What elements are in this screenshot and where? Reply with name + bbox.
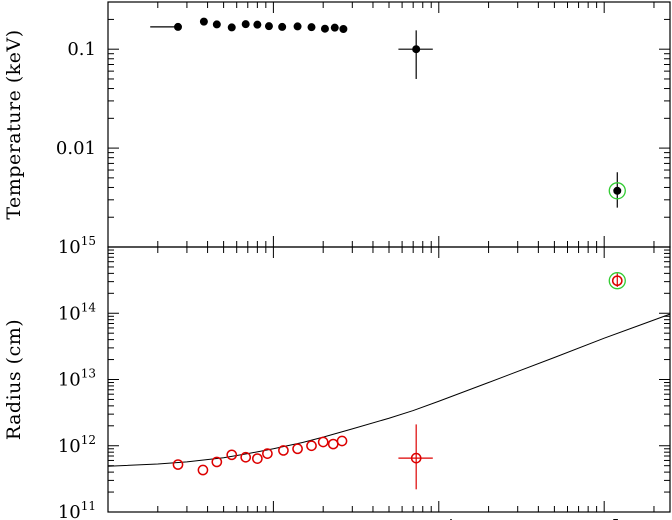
y-tick-label: 1013 (58, 367, 96, 391)
data-point (306, 440, 317, 452)
data-point (226, 449, 238, 461)
data-point (199, 17, 208, 26)
y-tick-label: 0.01 (56, 138, 96, 159)
x-tick-label-exponent: 5 (612, 517, 620, 520)
data-point (320, 24, 329, 33)
data-point (253, 20, 262, 29)
data-point (613, 186, 622, 195)
data-point (212, 20, 221, 29)
data-point (211, 456, 223, 468)
y-tick-label-exponent: 12 (81, 433, 96, 447)
y-tick-label: 0.1 (67, 39, 96, 60)
data-point (278, 445, 289, 456)
y-tick-label-base: 10 (58, 237, 81, 258)
data-point (330, 23, 339, 32)
points-layer (150, 17, 626, 490)
data-point (412, 45, 421, 54)
y-axis-title-top: Temperature (keV) (3, 29, 25, 219)
highlight-ring (608, 182, 626, 200)
data-point (172, 459, 184, 470)
x-tick-label: 105 (589, 517, 620, 520)
y-axis-title-bottom: Radius (cm) (3, 319, 25, 440)
data-point (611, 275, 623, 287)
y-tick-label: 1015 (58, 234, 96, 258)
y-tick-label: 1014 (58, 300, 97, 324)
data-point (174, 22, 183, 31)
data-point (252, 453, 263, 464)
y-tick-label-exponent: 15 (81, 234, 96, 248)
data-point (293, 22, 302, 31)
data-point (317, 436, 329, 448)
data-point (227, 23, 236, 32)
y-tick-label-base: 10 (58, 303, 81, 324)
y-tick-label-base: 10 (58, 502, 81, 520)
y-tick-label-exponent: 14 (81, 300, 97, 314)
data-point (339, 25, 348, 34)
data-point (240, 451, 252, 463)
data-point (264, 22, 273, 31)
panel-frame-bottom (107, 246, 671, 513)
y-tick-label-exponent: 13 (81, 367, 96, 381)
highlight-ring (608, 272, 626, 290)
data-point (307, 23, 316, 32)
x-tick-label: 104 (424, 517, 455, 520)
panel-frame-top (107, 1, 671, 248)
data-point (262, 448, 273, 459)
data-point (241, 20, 250, 29)
curves-layer (107, 313, 671, 467)
y-tick-label: 1011 (58, 499, 96, 520)
y-tick-label-base: 10 (58, 436, 81, 457)
y-tick-label-exponent: 11 (81, 499, 96, 513)
y-tick-label-base: 10 (58, 370, 81, 391)
y-tick-label: 1012 (58, 433, 96, 457)
x-tick-label-exponent: 4 (446, 517, 454, 520)
data-point (410, 452, 422, 464)
data-point (292, 443, 303, 455)
data-point (197, 464, 209, 476)
axes-layer (107, 1, 671, 513)
model-curve (107, 313, 671, 467)
data-point (327, 438, 339, 450)
data-point (278, 22, 287, 31)
data-point (336, 435, 348, 447)
